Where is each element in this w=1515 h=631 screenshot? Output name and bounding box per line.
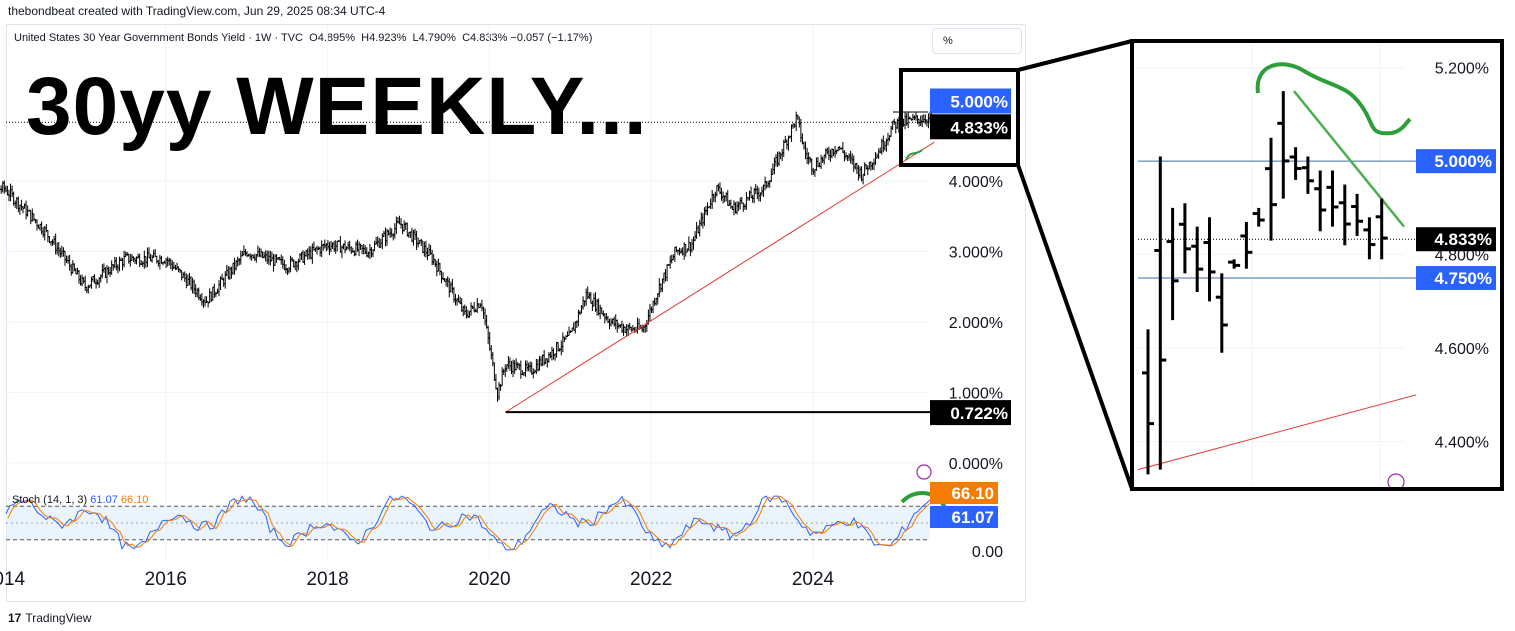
zoom-connector bbox=[1016, 39, 1134, 490]
grid-lines bbox=[3, 26, 930, 560]
zoom-box bbox=[899, 68, 1020, 167]
stoch-d-line bbox=[7, 495, 933, 551]
price-badge bbox=[930, 114, 1011, 140]
time-tick-label: 2014 bbox=[0, 569, 26, 590]
connector-top bbox=[1017, 39, 1133, 72]
green-arrow-annotation bbox=[1255, 62, 1412, 136]
alert-icon bbox=[916, 464, 932, 480]
ohlc-change: −0.057 (−1.17%) bbox=[510, 32, 593, 44]
tradingview-logo-icon: 17 bbox=[8, 611, 22, 625]
time-axis: 2014 2016 2018 2020 2022 2024 bbox=[0, 569, 835, 590]
stoch-d-value: 66.10 bbox=[120, 494, 149, 506]
green-arrow-annotation bbox=[905, 149, 923, 161]
connector-bottom bbox=[1016, 164, 1134, 490]
price-badge bbox=[930, 88, 1011, 114]
ohlc-close: C4.833% bbox=[462, 32, 508, 44]
price-axis: 0.000% 1.000% 2.000% 3.000% 4.000% bbox=[949, 174, 1003, 473]
stoch-title: Stoch (14, 1, 3) bbox=[12, 494, 88, 506]
inset-trendline bbox=[1137, 394, 1417, 471]
price-badge-label: 4.833% bbox=[950, 118, 1008, 137]
inset-level-badge-label: 5.000% bbox=[1434, 152, 1492, 171]
price-tick-label: 3.000% bbox=[949, 245, 1003, 262]
inset-level-badge-label: 4.750% bbox=[1434, 269, 1492, 288]
symbol-legend[interactable]: United States 30 Year Government Bonds Y… bbox=[14, 32, 592, 44]
tradingview-logo-text: TradingView bbox=[25, 611, 92, 625]
price-tick-label: 0.000% bbox=[949, 456, 1003, 473]
time-tick-label: 2024 bbox=[792, 569, 835, 590]
zoom-inset-chart: 5.200% 4.800% 4.600% 4.400% 5.000% 4.833% 4.75… bbox=[1134, 43, 1496, 491]
inset-price-tick: 4.400% bbox=[1435, 435, 1489, 452]
price-badge-label: 5.000% bbox=[950, 93, 1008, 112]
tradingview-logo: 17 TradingView bbox=[8, 611, 91, 625]
inset-price-tick: 4.800% bbox=[1435, 248, 1489, 265]
price-tick-label: 1.000% bbox=[949, 386, 1003, 403]
time-tick-label: 2018 bbox=[306, 569, 348, 590]
inset-alert-icon bbox=[1387, 473, 1405, 491]
price-badges: 5.000% 4.833% 0.722% bbox=[930, 88, 1011, 426]
ohlc-open: O4.895% bbox=[309, 32, 356, 44]
stoch-d-badge-label: 66.10 bbox=[951, 484, 994, 503]
inset-price-tick: 5.200% bbox=[1435, 61, 1489, 78]
time-tick-label: 2022 bbox=[630, 569, 672, 590]
stoch-legend[interactable]: Stoch (14, 1, 3) 61.07 66.10 bbox=[12, 494, 148, 506]
price-tick-label: 4.000% bbox=[949, 174, 1003, 191]
time-tick-label: 2016 bbox=[145, 569, 187, 590]
inset-down-trendline bbox=[1293, 90, 1405, 228]
inset-level-badge-label: 4.833% bbox=[1434, 230, 1492, 249]
price-badge-label: 0.722% bbox=[950, 404, 1008, 423]
price-series bbox=[0, 111, 935, 402]
inset-price-tick: 4.600% bbox=[1435, 341, 1489, 358]
stoch-k-line bbox=[5, 495, 931, 551]
time-tick-label: 2020 bbox=[468, 569, 510, 590]
stoch-d-badge bbox=[930, 482, 998, 504]
headline-text: 30yy WEEKLY... bbox=[26, 61, 648, 152]
chart-credit: thebondbeat created with TradingView.com… bbox=[8, 4, 386, 18]
stoch-k-badge-label: 61.07 bbox=[951, 508, 994, 527]
trendline bbox=[505, 141, 935, 413]
inset-level-badge bbox=[1416, 227, 1496, 252]
chart-frame bbox=[6, 24, 1026, 602]
symbol-name: United States 30 Year Government Bonds Y… bbox=[14, 32, 304, 44]
price-tick-label: 2.000% bbox=[949, 315, 1003, 332]
ohlc-high: H4.923% bbox=[361, 32, 407, 44]
stoch-tick-label: 0.00 bbox=[972, 544, 1003, 561]
overlay-annotations bbox=[6, 68, 1020, 414]
inset-level-badge bbox=[1416, 149, 1496, 174]
stoch-k-value: 61.07 bbox=[90, 494, 118, 506]
ohlc-low: L4.790% bbox=[412, 32, 456, 44]
stoch-k-badge bbox=[930, 506, 998, 528]
price-badge bbox=[930, 400, 1011, 426]
inset-level-badge bbox=[1416, 266, 1496, 291]
zoom-inset-frame: 5.200% 4.800% 4.600% 4.400% 5.000% 4.833% 4.75… bbox=[1130, 39, 1504, 491]
percent-scale-toggle[interactable]: % bbox=[932, 28, 1022, 54]
